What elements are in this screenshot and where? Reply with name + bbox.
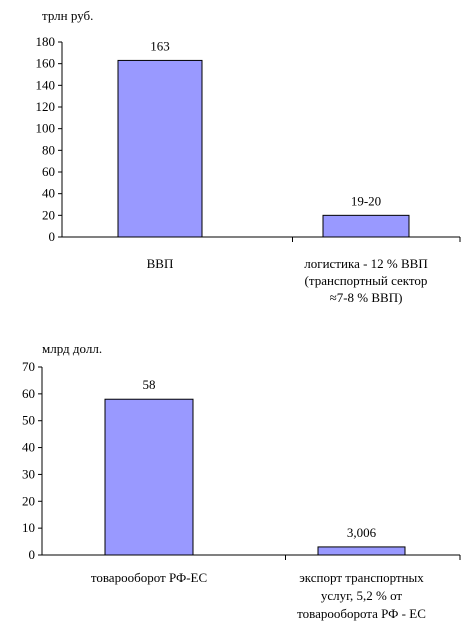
category-label: товарооборота РФ - ЕС <box>297 606 426 621</box>
y-tick-label: 50 <box>22 413 35 428</box>
data-label: 58 <box>143 377 156 392</box>
data-label: 163 <box>150 38 170 53</box>
bar <box>317 546 406 556</box>
y-tick-label: 0 <box>29 547 36 562</box>
category-label: ≈7-8 % ВВП) <box>330 290 403 305</box>
y-tick-label: 180 <box>36 34 56 49</box>
unit-label: млрд долл. <box>42 341 102 356</box>
y-tick-label: 10 <box>22 520 35 535</box>
category-label: услуг, 5,2 % от <box>321 588 403 603</box>
y-tick-label: 0 <box>49 229 56 244</box>
y-tick-label: 40 <box>42 186 55 201</box>
category-label: экспорт транспортных <box>299 570 424 585</box>
y-tick-label: 120 <box>36 99 56 114</box>
y-tick-label: 140 <box>36 77 56 92</box>
y-tick-label: 160 <box>36 56 56 71</box>
bar <box>322 214 410 238</box>
data-label: 3,006 <box>347 525 377 540</box>
unit-label: трлн руб. <box>42 8 93 23</box>
bar <box>117 59 203 238</box>
y-tick-label: 70 <box>22 359 35 374</box>
category-label: товарооборот РФ-ЕС <box>91 570 207 585</box>
category-label: ВВП <box>147 256 174 271</box>
y-tick-label: 30 <box>22 466 35 481</box>
y-tick-label: 100 <box>36 121 56 136</box>
y-tick-label: 20 <box>22 493 35 508</box>
category-label: (транспортный сектор <box>305 273 428 288</box>
y-tick-label: 80 <box>42 142 55 157</box>
y-tick-label: 60 <box>42 164 55 179</box>
chart-gdp-logistics: трлн руб. 0 20 40 60 80 100 120 140 160 180 163 ВВП 1… <box>36 8 461 305</box>
category-label: логистика - 12 % ВВП <box>304 256 427 271</box>
y-tick-label: 40 <box>22 440 35 455</box>
chart-trade-transport: млрд долл. 0 10 20 30 40 50 60 70 58 товарооборот … <box>22 341 461 621</box>
bar <box>104 398 194 556</box>
y-tick-label: 20 <box>42 207 55 222</box>
data-label: 19-20 <box>351 193 381 208</box>
y-tick-label: 60 <box>22 386 35 401</box>
